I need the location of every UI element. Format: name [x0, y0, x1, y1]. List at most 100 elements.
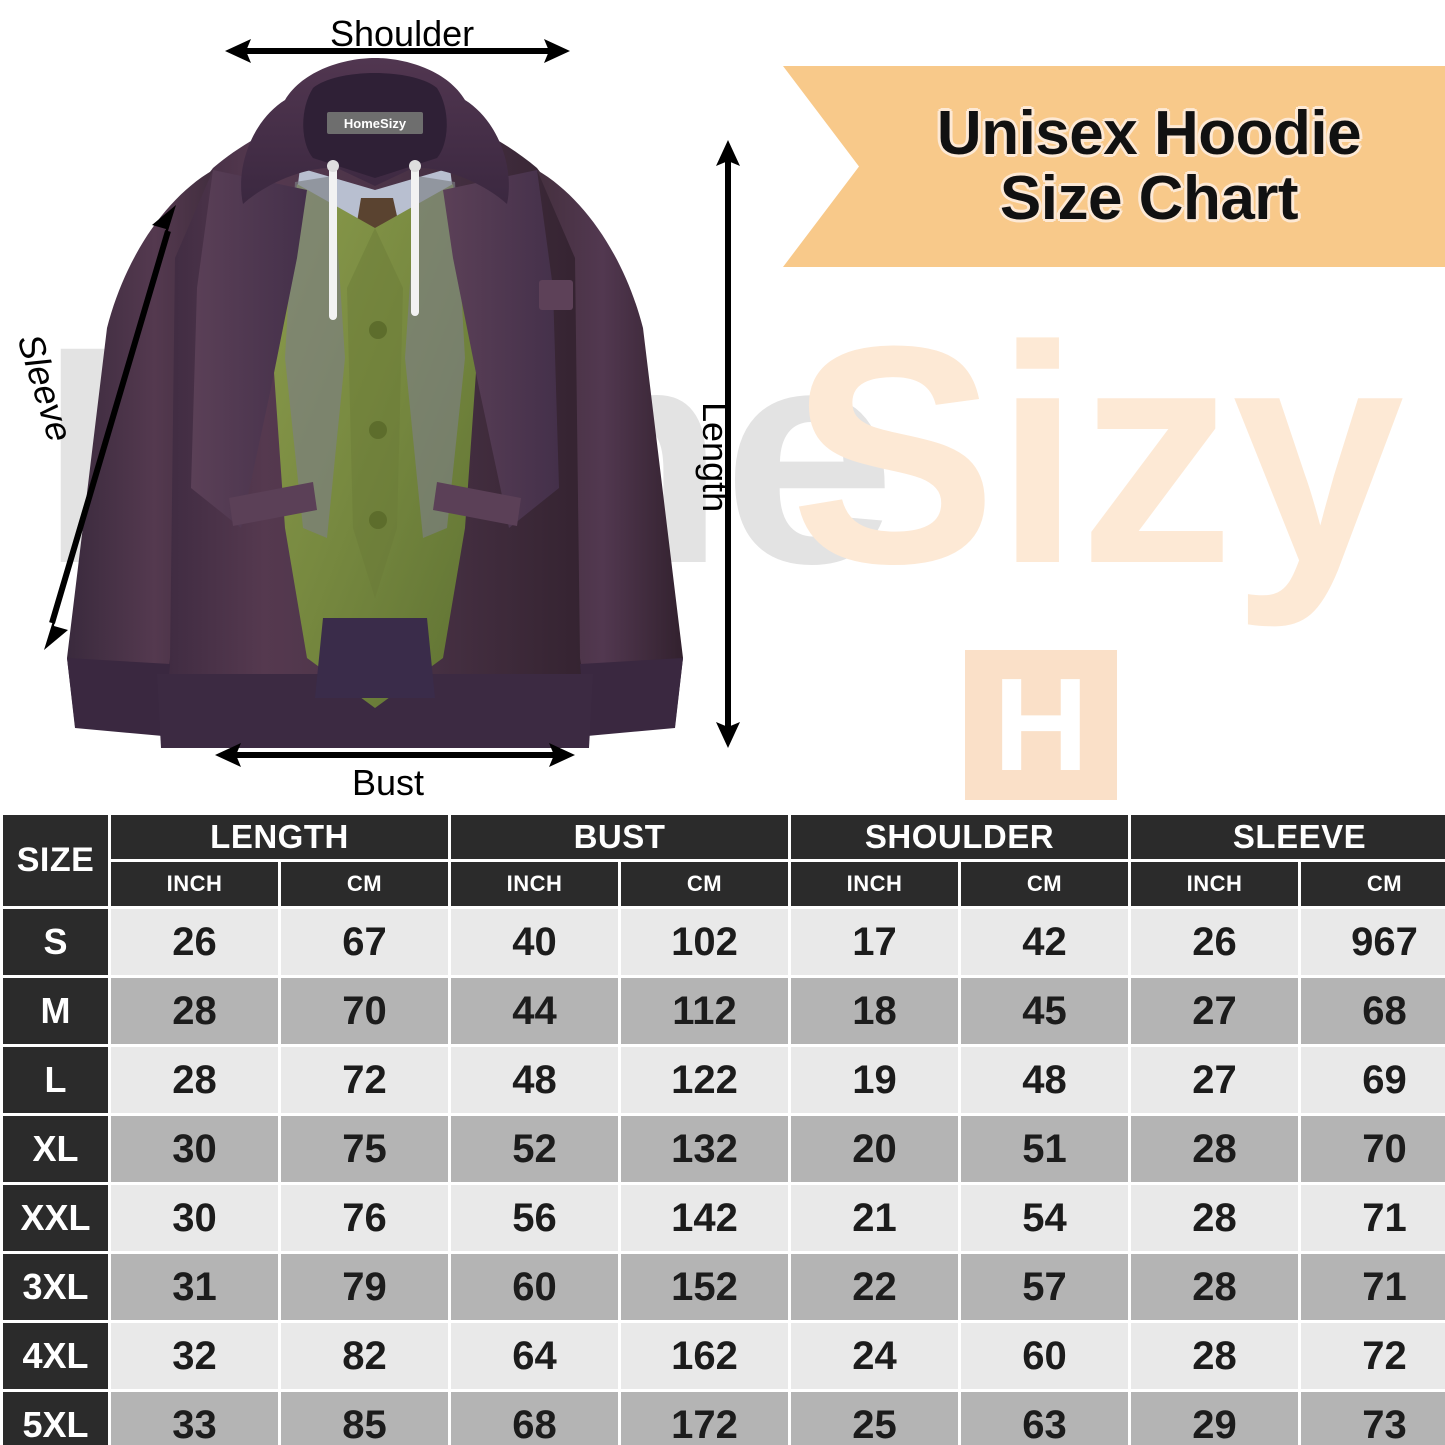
length-arrow [716, 140, 740, 748]
header-unit-shoulder-cm: CM [961, 862, 1129, 906]
cell-value: 19 [791, 1047, 959, 1113]
cell-value: 51 [961, 1116, 1129, 1182]
cell-size-xl: XL [3, 1116, 108, 1182]
watermark-logo-box: H [965, 650, 1117, 800]
table-row: 3XL 31 79 60 152 22 57 28 71 [3, 1254, 1445, 1320]
cell-value: 20 [791, 1116, 959, 1182]
cell-value: 71 [1301, 1185, 1445, 1251]
eyelet-left [327, 160, 339, 172]
cell-size-m: M [3, 978, 108, 1044]
cell-value: 18 [791, 978, 959, 1044]
jacket-pocket-left [229, 482, 317, 526]
cell-value: 162 [621, 1323, 789, 1389]
cell-value: 72 [1301, 1323, 1445, 1389]
cell-value: 112 [621, 978, 789, 1044]
sleeve-arrow [44, 205, 176, 650]
cell-value: 31 [111, 1254, 278, 1320]
neck-label-text: HomeSizy [344, 116, 407, 131]
shoulder-arrow [225, 39, 570, 63]
vest-placket [347, 228, 403, 598]
table-row: 5XL 33 85 68 172 25 63 29 73 [3, 1392, 1445, 1445]
cell-value: 68 [451, 1392, 619, 1445]
jacket-pocket-right [433, 482, 521, 526]
cell-value: 60 [961, 1323, 1129, 1389]
table-row: L 28 72 48 122 19 48 27 69 [3, 1047, 1445, 1113]
cell-value: 70 [1301, 1116, 1445, 1182]
table-body: S 26 67 40 102 17 42 26 967 M 28 70 44 112 18 45 27 68 L 28… [3, 909, 1445, 1445]
table-unit-header-row: INCH CM INCH CM INCH CM INCH CM [3, 862, 1445, 906]
size-chart-table: SIZE LENGTH BUST SHOULDER SLEEVE INCH CM… [0, 812, 1445, 1445]
cell-value: 27 [1131, 1047, 1299, 1113]
cell-size-l: L [3, 1047, 108, 1113]
cell-value: 40 [451, 909, 619, 975]
cell-value: 102 [621, 909, 789, 975]
cell-value: 17 [791, 909, 959, 975]
length-label: Length [695, 402, 736, 513]
hoodie-left-cuff [67, 658, 170, 736]
header-group-length: LENGTH [111, 815, 449, 859]
inner-jacket-right [405, 176, 465, 538]
cell-size-3xl: 3XL [3, 1254, 108, 1320]
cell-value: 27 [1131, 978, 1299, 1044]
cell-value: 60 [451, 1254, 619, 1320]
header-size: SIZE [3, 815, 108, 906]
cell-value: 26 [1131, 909, 1299, 975]
hoodie-left-sleeve [67, 170, 213, 734]
cell-value: 68 [1301, 978, 1445, 1044]
cell-value: 22 [791, 1254, 959, 1320]
table-row: XL 30 75 52 132 20 51 28 70 [3, 1116, 1445, 1182]
cell-value: 28 [1131, 1254, 1299, 1320]
cell-value: 70 [281, 978, 449, 1044]
cell-value: 56 [451, 1185, 619, 1251]
cell-value: 63 [961, 1392, 1129, 1445]
cell-value: 132 [621, 1116, 789, 1182]
cell-size-s: S [3, 909, 108, 975]
neck-label-tag [327, 112, 423, 134]
table-row: S 26 67 40 102 17 42 26 967 [3, 909, 1445, 975]
cell-value: 28 [1131, 1323, 1299, 1389]
watermark-brand-sizy: Sizy [790, 281, 1404, 628]
header-unit-bust-cm: CM [621, 862, 789, 906]
cell-value: 26 [111, 909, 278, 975]
cell-value: 28 [111, 1047, 278, 1113]
cell-value: 152 [621, 1254, 789, 1320]
cell-value: 76 [281, 1185, 449, 1251]
cell-value: 75 [281, 1116, 449, 1182]
vest-button [369, 511, 387, 529]
bust-label: Bust [352, 762, 425, 803]
vest-button [369, 421, 387, 439]
cell-value: 45 [961, 978, 1129, 1044]
jacket-lapel-right [443, 170, 559, 528]
cell-value: 28 [111, 978, 278, 1044]
cell-value: 28 [1131, 1116, 1299, 1182]
cell-value: 967 [1301, 909, 1445, 975]
watermark-logo-letter: H [993, 651, 1089, 798]
table-group-header-row: SIZE LENGTH BUST SHOULDER SLEEVE [3, 815, 1445, 906]
cell-value: 32 [111, 1323, 278, 1389]
shoulder-label: Shoulder [330, 13, 475, 54]
table-header: SIZE LENGTH BUST SHOULDER SLEEVE INCH CM… [3, 815, 1445, 906]
header-group-bust: BUST [451, 815, 789, 859]
cell-value: 71 [1301, 1254, 1445, 1320]
cell-value: 52 [451, 1116, 619, 1182]
cell-size-xxl: XXL [3, 1185, 108, 1251]
bust-arrow [215, 743, 575, 767]
table-row: M 28 70 44 112 18 45 27 68 [3, 978, 1445, 1044]
table-row: 4XL 32 82 64 162 24 60 28 72 [3, 1323, 1445, 1389]
cell-value: 79 [281, 1254, 449, 1320]
header-unit-shoulder-inch: INCH [791, 862, 959, 906]
banner-title-line1: Unisex Hoodie [936, 99, 1362, 169]
cell-value: 30 [111, 1185, 278, 1251]
title-banner: Unisex Hoodie Size Chart [783, 66, 1445, 267]
hoodie-right-sleeve [537, 170, 683, 734]
cell-value: 85 [281, 1392, 449, 1445]
cell-value: 122 [621, 1047, 789, 1113]
chest-patch [539, 280, 573, 310]
banner-title-line2: Size Chart [999, 163, 1299, 233]
drawstring-right [411, 164, 419, 316]
cell-value: 72 [281, 1047, 449, 1113]
cell-value: 28 [1131, 1185, 1299, 1251]
cell-value: 24 [791, 1323, 959, 1389]
jacket-lapel-left [191, 170, 307, 528]
